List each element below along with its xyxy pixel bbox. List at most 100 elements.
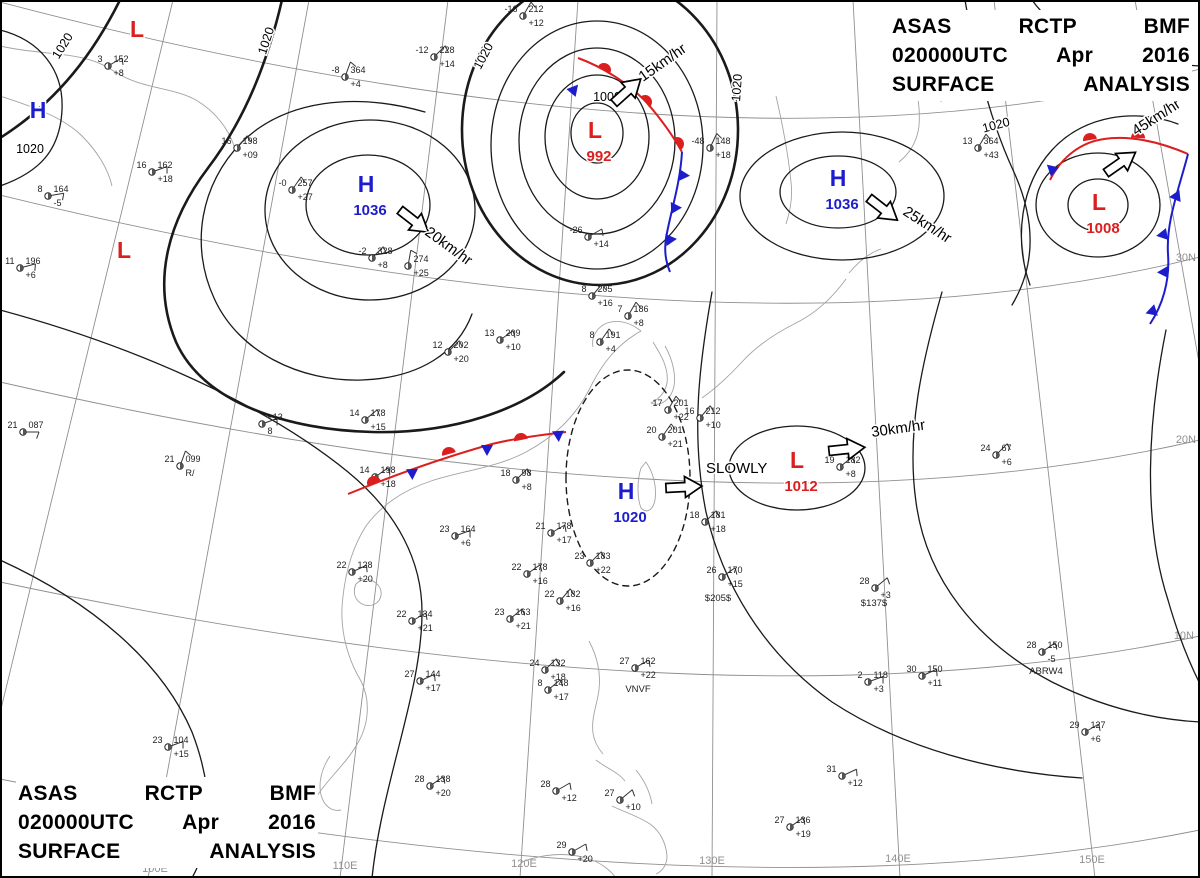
wind-barb-tick bbox=[350, 61, 357, 67]
cold-front-triangle bbox=[406, 468, 418, 480]
station-cloud-cover bbox=[572, 848, 576, 856]
station-dewpoint: 8 bbox=[268, 426, 273, 436]
pressure-center: L 1008 bbox=[1085, 188, 1121, 239]
station-cloud-cover bbox=[545, 666, 549, 674]
movement-arrow-icon bbox=[865, 193, 899, 222]
station-plot: 27 162 +22 bbox=[619, 656, 655, 680]
station-pressure: 104 bbox=[174, 735, 189, 745]
wind-barb-tick bbox=[539, 564, 543, 572]
movement-layer: 20km/hr15km/hr25km/hr45km/hr30km/hrSLOWL… bbox=[396, 39, 1185, 500]
coastline bbox=[0, 45, 237, 153]
station-dewpoint: +14 bbox=[594, 239, 609, 249]
station-plot: 12 202 +20 bbox=[432, 340, 468, 364]
station-annotation: ABRW4 bbox=[1029, 666, 1063, 677]
station-cloud-cover bbox=[20, 264, 24, 272]
station-cloud-cover bbox=[722, 573, 726, 581]
isobar bbox=[0, 29, 63, 187]
station-layer: -16 212+12-12 228+14-8 364+43 152+816 198+091… bbox=[5, 1, 1106, 864]
station-dewpoint: +6 bbox=[1002, 457, 1012, 467]
station-pressure: 178 bbox=[557, 521, 572, 531]
station-pressure: 209 bbox=[506, 328, 521, 338]
center-pressure-value: 1036 bbox=[353, 202, 386, 219]
cold-front-triangle bbox=[1157, 266, 1169, 278]
station-temperature: 23 bbox=[494, 607, 504, 617]
wind-barb-tick bbox=[521, 608, 526, 616]
meridian-line bbox=[519, 0, 579, 878]
station-pressure: 183 bbox=[596, 551, 611, 561]
station-cloud-cover bbox=[1042, 648, 1046, 656]
wind-barb-tick bbox=[376, 409, 381, 417]
station-cloud-cover bbox=[551, 529, 555, 537]
station-temperature: 29 bbox=[1069, 720, 1079, 730]
station-cloud-cover bbox=[408, 262, 412, 270]
station-pressure: 148 bbox=[716, 136, 731, 146]
station-plot: 17 201 +22 bbox=[652, 395, 689, 422]
isobar bbox=[460, 0, 740, 287]
station-plot: 8 148 +17 bbox=[537, 678, 568, 702]
station-cloud-cover bbox=[365, 416, 369, 424]
station-temperature: 23 bbox=[439, 524, 449, 534]
isobar-label: 1020 bbox=[729, 73, 745, 102]
station-dewpoint: R/ bbox=[186, 468, 195, 478]
station-cloud-cover bbox=[548, 686, 552, 694]
station-cloud-cover bbox=[448, 348, 452, 356]
pressure-center: L bbox=[128, 15, 145, 44]
station-annotation: VNVF bbox=[625, 684, 651, 695]
low-center-letter: L bbox=[117, 237, 131, 263]
wind-barb-tick bbox=[716, 133, 723, 139]
coastline bbox=[0, 95, 113, 187]
station-pressure: 182 bbox=[566, 589, 581, 599]
station-cloud-cover bbox=[516, 476, 520, 484]
warm-front-line bbox=[347, 431, 567, 495]
movement-arrow-icon bbox=[396, 205, 430, 234]
station-cloud-cover bbox=[700, 414, 704, 422]
station-temperature: 14 bbox=[349, 408, 359, 418]
warm-front-semicircle bbox=[673, 137, 684, 151]
station-dewpoint: +10 bbox=[626, 802, 641, 812]
station-plot: +138 bbox=[258, 412, 283, 436]
station-plot: 8 205 +16 bbox=[581, 283, 613, 308]
station-plot: 23 104 +15 bbox=[152, 735, 188, 759]
title-type-2: SURFACE ANALYSIS bbox=[18, 840, 316, 863]
wind-barb-tick bbox=[600, 551, 605, 559]
station-pressure: 150 bbox=[928, 664, 943, 674]
station-pressure: 186 bbox=[634, 304, 649, 314]
station-pressure: 364 bbox=[351, 65, 366, 75]
wind-barb-tick bbox=[36, 431, 40, 439]
movement-speed-label: 25km/hr bbox=[900, 203, 955, 247]
station-cloud-cover bbox=[600, 338, 604, 346]
station-pressure: 257 bbox=[298, 178, 313, 188]
cold-front-triangle bbox=[665, 234, 677, 246]
station-dewpoint: +12 bbox=[848, 778, 863, 788]
station-dewpoint: +16 bbox=[533, 576, 548, 586]
station-dewpoint: +15 bbox=[174, 749, 189, 759]
station-plot: 19 182 +8 bbox=[824, 455, 860, 479]
warm-front-semicircle bbox=[640, 95, 652, 108]
station-cloud-cover bbox=[790, 823, 794, 831]
cold-front-triangle bbox=[678, 169, 690, 181]
station-dewpoint: +10 bbox=[706, 420, 721, 430]
meridian-line bbox=[852, 0, 901, 878]
station-cloud-cover bbox=[523, 12, 527, 20]
station-dewpoint: +16 bbox=[598, 298, 613, 308]
station-dewpoint: +21 bbox=[418, 623, 433, 633]
station-temperature: 23 bbox=[152, 735, 162, 745]
movement-arrow-icon bbox=[609, 77, 642, 108]
pressure-center: L 1012 bbox=[783, 446, 819, 497]
station-dewpoint: +19 bbox=[796, 829, 811, 839]
meridian-line bbox=[147, 0, 310, 878]
station-cloud-cover bbox=[168, 743, 172, 751]
station-temperature: 26 bbox=[706, 565, 716, 575]
station-dewpoint: +18 bbox=[716, 150, 731, 160]
station-pressure: 136 bbox=[796, 815, 811, 825]
wind-barb-tick bbox=[366, 565, 368, 573]
station-temperature: -0 bbox=[278, 178, 286, 188]
title-block-bottom-left: ASAS RCTP BMF 020000UTC Apr 2016 SURFACE… bbox=[16, 777, 318, 868]
station-pressure: 198 bbox=[381, 465, 396, 475]
station-cloud-cover bbox=[668, 406, 672, 414]
wind-barb-tick bbox=[458, 340, 463, 348]
wind-barb-tick bbox=[121, 57, 124, 65]
station-plot: 22 128 +20 bbox=[336, 560, 372, 584]
station-plot: 16 162 +18 bbox=[136, 160, 172, 184]
isobar-label: 1020 bbox=[49, 30, 76, 61]
